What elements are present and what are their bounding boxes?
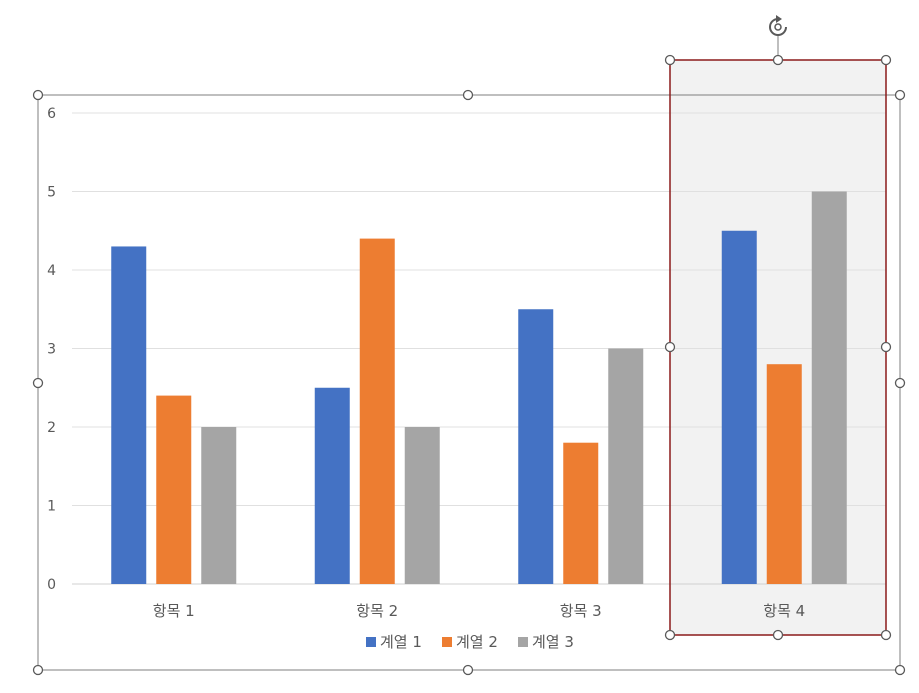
legend-swatch-1 [366,637,376,647]
resize-handle[interactable] [880,629,892,641]
resize-handle[interactable] [664,341,676,353]
bar-3-2[interactable] [404,427,440,584]
resize-handle[interactable] [32,664,44,676]
y-tick-label: 2 [47,420,56,436]
bar-1-1[interactable] [111,246,147,584]
y-tick-label: 0 [47,577,56,593]
rotate-icon[interactable] [769,15,787,60]
legend[interactable]: 계열 1 계열 2 계열 3 [366,633,574,651]
resize-handle[interactable] [462,89,474,101]
category-labels: 항목 1 항목 2 항목 3 항목 4 [153,602,805,620]
bar-2-4[interactable] [766,364,802,584]
resize-handle[interactable] [894,89,906,101]
category-label: 항목 2 [356,602,398,620]
y-tick-label: 3 [47,342,56,358]
bar-2-3[interactable] [563,442,599,584]
resize-handle[interactable] [894,377,906,389]
resize-handle[interactable] [32,89,44,101]
y-tick-label: 5 [47,185,56,201]
resize-handle[interactable] [664,629,676,641]
bar-1-2[interactable] [314,387,350,584]
bar-2-1[interactable] [156,395,192,584]
y-tick-label: 4 [47,263,56,279]
bar-2-2[interactable] [359,238,395,584]
y-axis-ticks: 0 1 2 3 4 5 6 [47,106,56,593]
bar-3-4[interactable] [811,191,847,585]
legend-swatch-2 [442,637,452,647]
bar-3-1[interactable] [201,427,237,584]
y-tick-label: 1 [47,499,56,515]
category-label: 항목 4 [763,602,805,620]
resize-handle[interactable] [772,629,784,641]
legend-label[interactable]: 계열 2 [456,633,498,651]
resize-handle[interactable] [772,54,784,66]
resize-handle[interactable] [32,377,44,389]
resize-handle[interactable] [894,664,906,676]
bar-1-4[interactable] [721,230,757,584]
resize-handles[interactable] [32,54,906,676]
bar-series [111,191,847,585]
resize-handle[interactable] [462,664,474,676]
bar-1-3[interactable] [518,309,554,584]
resize-handle[interactable] [664,54,676,66]
category-label: 항목 3 [560,602,602,620]
y-tick-label: 6 [47,106,56,122]
legend-label[interactable]: 계열 3 [532,633,574,651]
resize-handle[interactable] [880,54,892,66]
resize-handle[interactable] [880,341,892,353]
legend-swatch-3 [518,637,528,647]
bar-3-3[interactable] [608,348,644,585]
legend-label[interactable]: 계열 1 [380,633,422,651]
category-label: 항목 1 [153,602,195,620]
